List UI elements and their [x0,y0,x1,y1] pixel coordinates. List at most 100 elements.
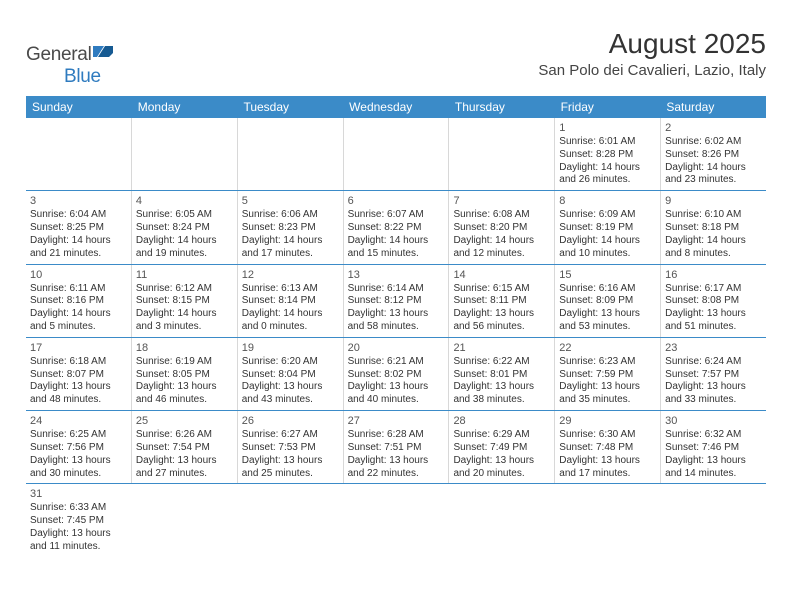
sunset-line: Sunset: 8:19 PM [559,222,656,235]
daylight-line-1: Daylight: 14 hours [242,308,339,321]
sunrise-line: Sunrise: 6:06 AM [242,209,339,222]
sunset-line: Sunset: 8:08 PM [665,295,762,308]
day-cell: 9Sunrise: 6:10 AMSunset: 8:18 PMDaylight… [661,191,766,263]
sunset-line: Sunset: 8:07 PM [30,369,127,382]
sunrise-line: Sunrise: 6:07 AM [348,209,445,222]
daylight-line-1: Daylight: 13 hours [665,381,762,394]
month-title: August 2025 [538,28,766,60]
sunset-line: Sunset: 8:12 PM [348,295,445,308]
sunset-line: Sunset: 7:45 PM [30,515,128,528]
sunrise-line: Sunrise: 6:29 AM [453,429,550,442]
daylight-line-2: and 5 minutes. [30,321,127,334]
empty-cell [449,118,555,190]
weeks-container: 1Sunrise: 6:01 AMSunset: 8:28 PMDaylight… [26,118,766,557]
sunset-line: Sunset: 8:25 PM [30,222,127,235]
sunrise-line: Sunrise: 6:26 AM [136,429,233,442]
sunset-line: Sunset: 7:53 PM [242,442,339,455]
sunrise-line: Sunrise: 6:23 AM [559,356,656,369]
day-cell: 17Sunrise: 6:18 AMSunset: 8:07 PMDayligh… [26,338,132,410]
sunrise-line: Sunrise: 6:05 AM [136,209,233,222]
day-number: 17 [30,341,127,355]
day-cell: 10Sunrise: 6:11 AMSunset: 8:16 PMDayligh… [26,265,132,337]
day-cell: 20Sunrise: 6:21 AMSunset: 8:02 PMDayligh… [344,338,450,410]
day-cell: 24Sunrise: 6:25 AMSunset: 7:56 PMDayligh… [26,411,132,483]
day-cell: 30Sunrise: 6:32 AMSunset: 7:46 PMDayligh… [661,411,766,483]
daylight-line-2: and 11 minutes. [30,541,128,554]
daylight-line-2: and 53 minutes. [559,321,656,334]
sunset-line: Sunset: 8:05 PM [136,369,233,382]
logo-text: GeneralBlue [26,42,115,88]
sunrise-line: Sunrise: 6:04 AM [30,209,127,222]
daylight-line-2: and 12 minutes. [453,248,550,261]
day-number: 27 [348,414,445,428]
sunrise-line: Sunrise: 6:02 AM [665,136,762,149]
day-cell: 31Sunrise: 6:33 AMSunset: 7:45 PMDayligh… [26,484,132,556]
sunrise-line: Sunrise: 6:32 AM [665,429,762,442]
sunset-line: Sunset: 8:24 PM [136,222,233,235]
sunset-line: Sunset: 8:16 PM [30,295,127,308]
calendar: SundayMondayTuesdayWednesdayThursdayFrid… [26,96,766,557]
sunset-line: Sunset: 7:54 PM [136,442,233,455]
daylight-line-2: and 0 minutes. [242,321,339,334]
sunset-line: Sunset: 8:01 PM [453,369,550,382]
daylight-line-2: and 30 minutes. [30,468,127,481]
week-row: 1Sunrise: 6:01 AMSunset: 8:28 PMDaylight… [26,118,766,191]
day-header: Tuesday [237,96,343,118]
daylight-line-1: Daylight: 13 hours [665,308,762,321]
day-number: 18 [136,341,233,355]
day-number: 30 [665,414,762,428]
sunset-line: Sunset: 8:15 PM [136,295,233,308]
logo: GeneralBlue [26,28,115,88]
day-cell: 13Sunrise: 6:14 AMSunset: 8:12 PMDayligh… [344,265,450,337]
sunset-line: Sunset: 8:22 PM [348,222,445,235]
day-cell: 28Sunrise: 6:29 AMSunset: 7:49 PMDayligh… [449,411,555,483]
daylight-line-2: and 23 minutes. [665,174,762,187]
logo-word1: General [26,44,92,65]
day-number: 8 [559,194,656,208]
daylight-line-2: and 10 minutes. [559,248,656,261]
daylight-line-2: and 46 minutes. [136,394,233,407]
day-number: 4 [136,194,233,208]
day-header-row: SundayMondayTuesdayWednesdayThursdayFrid… [26,96,766,118]
sunset-line: Sunset: 7:49 PM [453,442,550,455]
daylight-line-2: and 40 minutes. [348,394,445,407]
day-number: 5 [242,194,339,208]
daylight-line-2: and 17 minutes. [242,248,339,261]
empty-cell [660,484,766,556]
daylight-line-1: Daylight: 14 hours [453,235,550,248]
empty-cell [343,484,449,556]
daylight-line-1: Daylight: 14 hours [348,235,445,248]
day-number: 1 [559,121,656,135]
day-number: 9 [665,194,762,208]
sunrise-line: Sunrise: 6:16 AM [559,283,656,296]
sunset-line: Sunset: 8:20 PM [453,222,550,235]
day-header: Sunday [26,96,132,118]
daylight-line-2: and 26 minutes. [559,174,656,187]
day-cell: 22Sunrise: 6:23 AMSunset: 7:59 PMDayligh… [555,338,661,410]
empty-cell [449,484,555,556]
week-row: 3Sunrise: 6:04 AMSunset: 8:25 PM Daylight… [26,191,766,264]
daylight-line-1: Daylight: 13 hours [30,528,128,541]
sunset-line: Sunset: 7:57 PM [665,369,762,382]
flag-icon [93,42,115,66]
title-block: August 2025 San Polo dei Cavalieri, Lazi… [538,28,766,79]
daylight-line-2: and 38 minutes. [453,394,550,407]
daylight-line-2: and 25 minutes. [242,468,339,481]
day-number: 3 [30,194,127,208]
day-number: 6 [348,194,445,208]
sunrise-line: Sunrise: 6:25 AM [30,429,127,442]
daylight-line-2: and 51 minutes. [665,321,762,334]
sunrise-line: Sunrise: 6:17 AM [665,283,762,296]
day-cell: 23Sunrise: 6:24 AMSunset: 7:57 PMDayligh… [661,338,766,410]
empty-cell [132,118,238,190]
day-header: Saturday [660,96,766,118]
day-cell: 26Sunrise: 6:27 AMSunset: 7:53 PMDayligh… [238,411,344,483]
daylight-line-2: and 3 minutes. [136,321,233,334]
daylight-line-2: and 35 minutes. [559,394,656,407]
sunrise-line: Sunrise: 6:19 AM [136,356,233,369]
day-header: Thursday [449,96,555,118]
sunrise-line: Sunrise: 6:15 AM [453,283,550,296]
daylight-line-1: Daylight: 13 hours [30,381,127,394]
sunset-line: Sunset: 7:51 PM [348,442,445,455]
daylight-line-1: Daylight: 14 hours [559,162,656,175]
